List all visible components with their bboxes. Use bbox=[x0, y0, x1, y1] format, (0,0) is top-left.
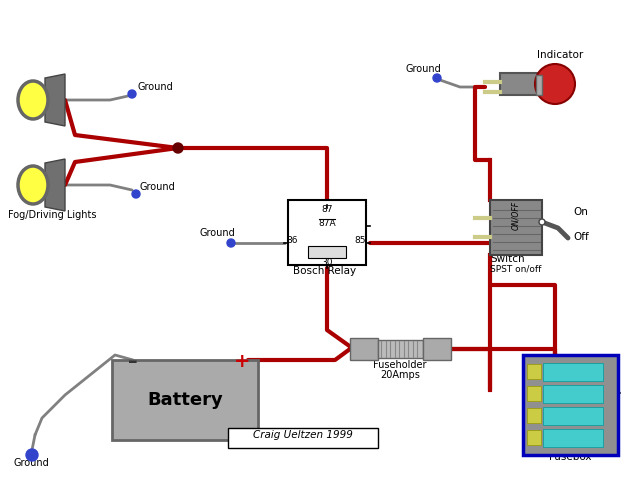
Bar bbox=[350, 338, 378, 360]
Text: Fuseholder: Fuseholder bbox=[373, 360, 427, 370]
Text: Battery: Battery bbox=[147, 391, 223, 409]
Polygon shape bbox=[45, 74, 65, 126]
Bar bbox=[527, 386, 541, 401]
Bar bbox=[308, 246, 346, 258]
Bar bbox=[543, 385, 603, 403]
Text: 86: 86 bbox=[286, 236, 298, 245]
Bar bbox=[527, 430, 541, 445]
Text: 20Amps: 20Amps bbox=[380, 370, 420, 380]
Circle shape bbox=[132, 190, 140, 198]
Bar bbox=[527, 364, 541, 379]
Bar bbox=[543, 407, 603, 425]
Circle shape bbox=[535, 64, 575, 104]
Text: 85: 85 bbox=[355, 236, 365, 245]
Bar bbox=[228, 428, 378, 448]
Text: 30: 30 bbox=[321, 258, 333, 267]
Circle shape bbox=[227, 239, 235, 247]
Text: SPST on/off: SPST on/off bbox=[490, 265, 541, 274]
Bar bbox=[536, 75, 542, 95]
Text: Craig Ueltzen 1999: Craig Ueltzen 1999 bbox=[253, 430, 353, 440]
Circle shape bbox=[26, 449, 38, 461]
Bar bbox=[288, 200, 366, 265]
Text: Fog/Driving Lights: Fog/Driving Lights bbox=[8, 210, 97, 220]
Text: Ground: Ground bbox=[14, 458, 50, 468]
Text: –: – bbox=[128, 352, 138, 371]
Text: Indicator: Indicator bbox=[537, 50, 583, 60]
Text: Ground: Ground bbox=[140, 182, 176, 192]
Text: 87: 87 bbox=[321, 205, 333, 214]
Text: Bosch Relay: Bosch Relay bbox=[293, 266, 356, 276]
Bar bbox=[423, 338, 451, 360]
Text: Off: Off bbox=[573, 232, 589, 242]
Bar bbox=[523, 355, 618, 455]
Bar bbox=[500, 73, 538, 95]
Text: +: + bbox=[234, 352, 250, 371]
Circle shape bbox=[433, 74, 441, 82]
Text: ON/OFF: ON/OFF bbox=[511, 201, 520, 230]
Circle shape bbox=[539, 219, 545, 225]
Polygon shape bbox=[45, 159, 65, 211]
Text: Ground: Ground bbox=[200, 228, 236, 238]
Text: Ground: Ground bbox=[405, 64, 441, 74]
Text: IGN or Battery Power: IGN or Battery Power bbox=[614, 360, 623, 449]
Text: Ground: Ground bbox=[138, 82, 173, 92]
Text: Switch: Switch bbox=[490, 254, 525, 264]
Bar bbox=[543, 363, 603, 381]
Bar bbox=[527, 408, 541, 423]
Text: 87A: 87A bbox=[318, 219, 336, 228]
Text: Fusebox: Fusebox bbox=[548, 452, 591, 462]
Bar bbox=[378, 340, 423, 358]
Ellipse shape bbox=[18, 81, 48, 119]
Ellipse shape bbox=[18, 166, 48, 204]
Circle shape bbox=[128, 90, 136, 98]
Bar bbox=[490, 200, 542, 255]
Text: On: On bbox=[573, 207, 588, 217]
Bar bbox=[543, 429, 603, 447]
Bar bbox=[112, 360, 258, 440]
Circle shape bbox=[173, 143, 183, 153]
